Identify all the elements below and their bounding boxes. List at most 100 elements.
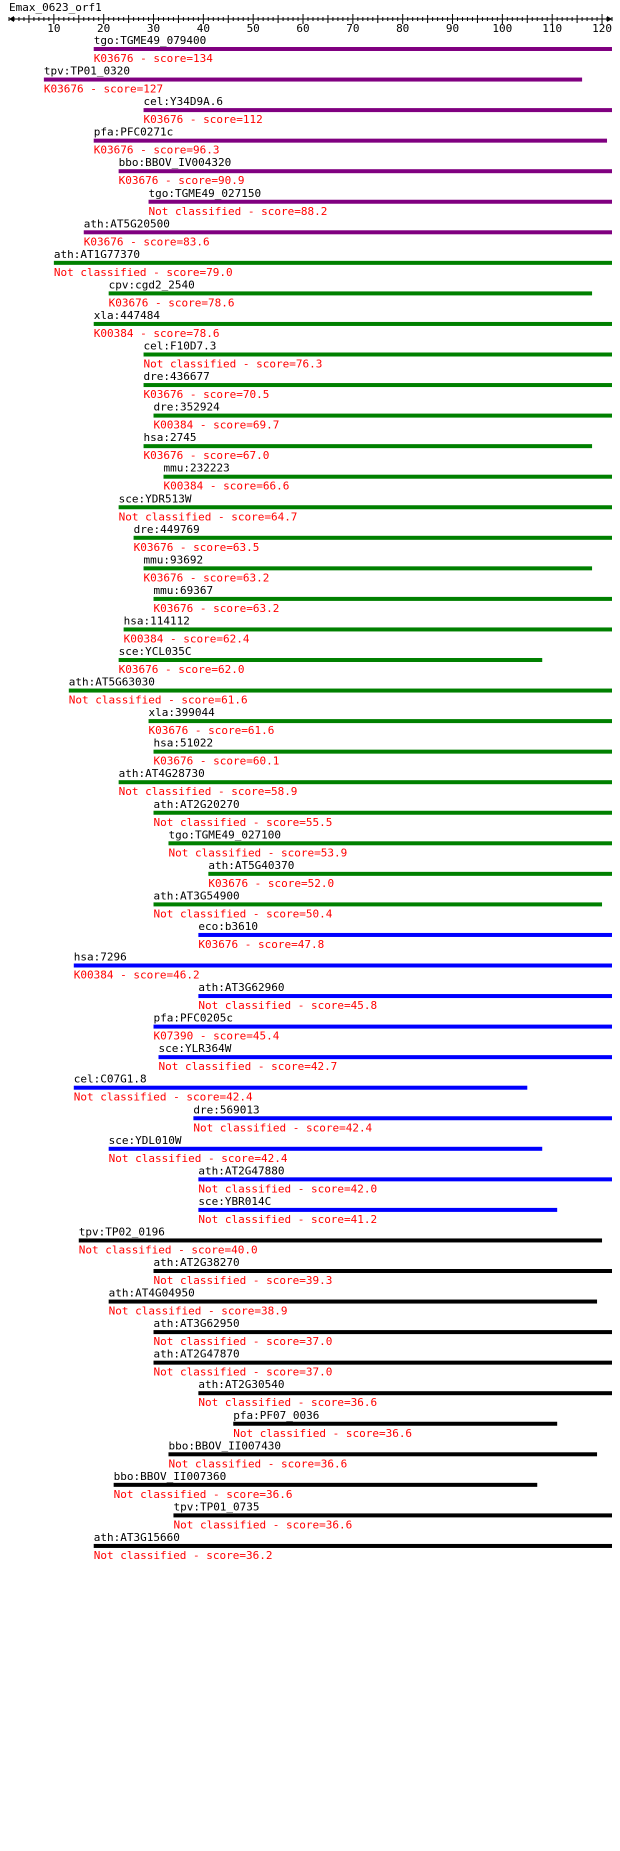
hit-label[interactable]: ath:AT3G54900	[154, 889, 240, 902]
hit-label[interactable]: tpv:TP01_0320	[44, 65, 130, 78]
hit-label[interactable]: bbo:BBOV_II007360	[114, 1470, 227, 1483]
hit-row[interactable]: ath:AT2G38270 Not classified - score=39.3	[153, 1256, 612, 1287]
hit-row[interactable]: ath:AT3G62960 Not classified - score=45.8	[198, 981, 613, 1012]
hit-bar[interactable]	[198, 1391, 613, 1396]
hit-label[interactable]: mmu:232223	[163, 462, 229, 475]
hit-bar[interactable]	[143, 352, 613, 357]
hit-label[interactable]: cpv:cgd2_2540	[109, 278, 195, 291]
hit-label[interactable]: tgo:TGME49_079400	[94, 34, 207, 47]
hit-row[interactable]: ath:AT2G47870 Not classified - score=37.0	[153, 1348, 612, 1379]
hit-label[interactable]: hsa:114112	[124, 614, 190, 627]
hit-bar[interactable]	[208, 871, 612, 876]
hit-label[interactable]: mmu:69367	[154, 584, 214, 597]
hit-bar[interactable]	[198, 1177, 613, 1182]
hit-row[interactable]: hsa:114112 K00384 - score=62.4	[123, 614, 612, 645]
hit-bar[interactable]	[118, 169, 613, 174]
hit-label[interactable]: pfa:PF07_0036	[233, 1409, 319, 1422]
hit-row[interactable]: dre:436677 K03676 - score=70.5	[143, 370, 613, 401]
hit-row[interactable]: xla:399044 K03676 - score=61.6	[148, 706, 613, 737]
hit-label[interactable]: hsa:7296	[74, 951, 127, 964]
hit-bar[interactable]	[153, 413, 612, 418]
hit-row[interactable]: pfa:PFC0205c K07390 - score=45.4	[153, 1012, 612, 1043]
hit-label[interactable]: bbo:BBOV_II007430	[168, 1439, 281, 1452]
hit-bar[interactable]	[153, 810, 612, 815]
hit-row[interactable]: hsa:51022 K03676 - score=60.1	[153, 737, 612, 768]
hit-row[interactable]: ath:AT4G28730 Not classified - score=58.9	[118, 767, 613, 798]
hit-row[interactable]: ath:AT3G15660 Not classified - score=36.2	[93, 1531, 613, 1562]
hit-label[interactable]: ath:AT5G20500	[84, 217, 170, 230]
hit-bar[interactable]	[118, 658, 543, 662]
hit-bar[interactable]	[148, 719, 613, 724]
hit-bar[interactable]	[163, 474, 612, 479]
hit-bar[interactable]	[108, 1299, 598, 1304]
hit-bar[interactable]	[43, 77, 583, 82]
hit-bar[interactable]	[153, 1360, 612, 1365]
hit-row[interactable]: tpv:TP02_0196 Not classified - score=40.0	[78, 1225, 603, 1256]
hit-bar[interactable]	[153, 1330, 612, 1335]
hit-bar[interactable]	[68, 688, 613, 693]
hit-row[interactable]: cel:Y34D9A.6 K03676 - score=112	[143, 95, 613, 126]
hit-row[interactable]: dre:352924 K00384 - score=69.7	[153, 401, 612, 432]
hit-label[interactable]: tpv:TP01_0735	[173, 1500, 259, 1513]
hit-row[interactable]: tpv:TP01_0735 Not classified - score=36.6	[173, 1500, 613, 1531]
hit-bar[interactable]	[108, 1146, 543, 1151]
hit-label[interactable]: ath:AT4G04950	[109, 1287, 195, 1300]
hit-row[interactable]: ath:AT2G20270 Not classified - score=55.5	[153, 798, 612, 829]
hit-row[interactable]: ath:AT2G30540 Not classified - score=36.6	[198, 1378, 613, 1409]
hit-label[interactable]: tgo:TGME49_027100	[168, 828, 281, 841]
hit-row[interactable]: ath:AT5G40370 K03676 - score=52.0	[208, 859, 612, 890]
hit-label[interactable]: cel:C07G1.8	[74, 1073, 147, 1086]
hit-bar[interactable]	[153, 1269, 612, 1273]
hit-row[interactable]: pfa:PF07_0036 Not classified - score=36.6	[233, 1409, 558, 1440]
hit-row[interactable]: sce:YDR513W Not classified - score=64.7	[118, 492, 613, 523]
hit-row[interactable]: ath:AT5G63030 Not classified - score=61.6	[68, 676, 613, 707]
hit-label[interactable]: ath:AT5G63030	[69, 676, 155, 689]
hit-bar[interactable]	[143, 566, 593, 571]
hit-bar[interactable]	[133, 535, 612, 540]
hit-row[interactable]: sce:YDL010W Not classified - score=42.4	[108, 1134, 543, 1165]
hit-bar[interactable]	[153, 596, 612, 601]
hit-row[interactable]: pfa:PFC0271c K03676 - score=96.3	[93, 126, 608, 157]
hit-bar[interactable]	[168, 1452, 598, 1457]
hit-row[interactable]: tpv:TP01_0320 K03676 - score=127	[43, 65, 583, 96]
hit-row[interactable]: cel:C07G1.8 Not classified - score=42.4	[73, 1073, 528, 1104]
hit-label[interactable]: xla:399044	[149, 706, 216, 719]
hit-bar[interactable]	[143, 444, 593, 449]
hit-row[interactable]: hsa:7296 K00384 - score=46.2	[73, 951, 612, 982]
hit-label[interactable]: sce:YDL010W	[109, 1134, 182, 1147]
hit-bar[interactable]	[123, 627, 612, 632]
hit-row[interactable]: hsa:2745 K03676 - score=67.0	[143, 431, 593, 462]
hit-bar[interactable]	[118, 505, 613, 510]
hit-label[interactable]: dre:436677	[144, 370, 210, 383]
hit-bar[interactable]	[168, 841, 612, 846]
hit-row[interactable]: ath:AT3G54900 Not classified - score=50.4	[153, 889, 603, 920]
hit-row[interactable]: sce:YLR364W Not classified - score=42.7	[158, 1042, 612, 1073]
hit-label[interactable]: pfa:PFC0205c	[154, 1012, 233, 1025]
hit-row[interactable]: mmu:69367 K03676 - score=63.2	[153, 584, 612, 615]
hit-label[interactable]: ath:AT1G77370	[54, 248, 140, 261]
hit-row[interactable]: bbo:BBOV_II007430 Not classified - score=…	[168, 1439, 598, 1470]
hit-row[interactable]: dre:569013 Not classified - score=42.4	[193, 1103, 612, 1134]
hit-label[interactable]: dre:569013	[193, 1103, 259, 1116]
hit-row[interactable]: ath:AT2G47880 Not classified - score=42.0	[198, 1164, 613, 1195]
hit-bar[interactable]	[153, 1024, 612, 1029]
hit-label[interactable]: tgo:TGME49_027150	[149, 187, 262, 200]
hit-bar[interactable]	[173, 1513, 613, 1518]
hit-row[interactable]: cpv:cgd2_2540 K03676 - score=78.6	[108, 278, 593, 309]
hit-label[interactable]: mmu:93692	[144, 553, 204, 566]
hit-label[interactable]: ath:AT2G20270	[154, 798, 240, 811]
hit-bar[interactable]	[233, 1421, 558, 1426]
hit-row[interactable]: ath:AT1G77370 Not classified - score=79.0	[53, 248, 612, 279]
hit-row[interactable]: ath:AT4G04950 Not classified - score=38.9	[108, 1287, 598, 1318]
hit-label[interactable]: cel:Y34D9A.6	[144, 95, 223, 108]
hit-bar[interactable]	[73, 963, 612, 968]
hit-row[interactable]: bbo:BBOV_IV004320 K03676 - score=90.9	[118, 156, 613, 187]
hit-label[interactable]: dre:352924	[154, 401, 221, 414]
hit-bar[interactable]	[113, 1482, 538, 1487]
hit-bar[interactable]	[148, 199, 613, 204]
hit-label[interactable]: ath:AT3G15660	[94, 1531, 180, 1544]
hit-row[interactable]: ath:AT3G62950 Not classified - score=37.0	[153, 1317, 612, 1348]
hit-row[interactable]: mmu:232223 K00384 - score=66.6	[163, 462, 612, 493]
hit-label[interactable]: cel:F10D7.3	[144, 340, 217, 353]
hit-row[interactable]: xla:447484 K00384 - score=78.6	[93, 309, 613, 340]
